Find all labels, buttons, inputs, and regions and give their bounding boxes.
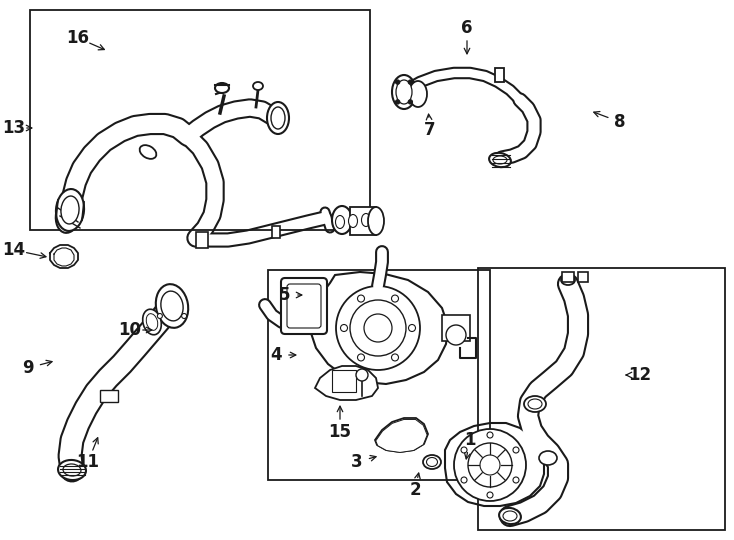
FancyBboxPatch shape [287, 284, 321, 328]
Circle shape [336, 286, 420, 370]
Text: 7: 7 [424, 121, 436, 139]
Circle shape [391, 354, 399, 361]
Circle shape [157, 314, 162, 319]
Bar [442, 315, 470, 341]
Ellipse shape [561, 275, 575, 285]
Text: 13: 13 [2, 119, 26, 137]
Ellipse shape [499, 508, 521, 524]
Ellipse shape [423, 455, 441, 469]
Ellipse shape [215, 83, 229, 93]
Circle shape [396, 100, 399, 104]
Circle shape [364, 314, 392, 342]
Bar [578, 272, 588, 282]
Bar [478, 268, 725, 530]
Circle shape [357, 354, 365, 361]
Ellipse shape [493, 156, 507, 164]
Ellipse shape [409, 81, 427, 107]
Circle shape [468, 443, 512, 487]
Text: 2: 2 [409, 481, 421, 499]
Circle shape [350, 300, 406, 356]
Ellipse shape [56, 189, 84, 231]
Circle shape [408, 100, 413, 104]
Bar [562, 272, 574, 282]
Ellipse shape [489, 153, 511, 167]
Polygon shape [376, 420, 427, 453]
Text: 9: 9 [22, 359, 34, 377]
Text: 14: 14 [2, 241, 26, 259]
Bar [268, 270, 490, 480]
Ellipse shape [271, 107, 285, 129]
Circle shape [446, 325, 466, 345]
Text: 3: 3 [351, 453, 363, 471]
Text: 8: 8 [614, 113, 626, 131]
Polygon shape [375, 418, 428, 452]
Circle shape [341, 325, 347, 332]
Circle shape [461, 447, 467, 453]
Ellipse shape [61, 196, 79, 224]
Circle shape [357, 295, 365, 302]
Polygon shape [196, 232, 208, 248]
Text: 12: 12 [628, 366, 652, 384]
Circle shape [461, 477, 467, 483]
Ellipse shape [346, 211, 360, 231]
Ellipse shape [396, 80, 412, 104]
Ellipse shape [539, 451, 557, 465]
Circle shape [480, 455, 500, 475]
Bar [100, 390, 118, 402]
Ellipse shape [503, 511, 517, 521]
Circle shape [181, 314, 186, 319]
Text: 10: 10 [118, 321, 142, 339]
Polygon shape [315, 366, 378, 400]
Ellipse shape [161, 291, 184, 321]
FancyBboxPatch shape [281, 278, 327, 334]
Ellipse shape [349, 214, 357, 227]
Circle shape [391, 295, 399, 302]
Polygon shape [495, 68, 504, 82]
Circle shape [408, 80, 413, 84]
Text: 5: 5 [279, 286, 291, 304]
Polygon shape [272, 226, 280, 238]
Bar [332, 370, 356, 392]
Ellipse shape [142, 309, 161, 335]
Text: 4: 4 [270, 346, 282, 364]
Ellipse shape [156, 284, 188, 328]
Circle shape [513, 447, 519, 453]
Polygon shape [310, 272, 448, 384]
Bar [350, 207, 376, 235]
Ellipse shape [362, 213, 371, 226]
Text: 11: 11 [76, 453, 100, 471]
Circle shape [356, 369, 368, 381]
Circle shape [454, 429, 526, 501]
Ellipse shape [63, 464, 81, 476]
Ellipse shape [58, 460, 86, 480]
Ellipse shape [426, 457, 437, 467]
Text: 6: 6 [461, 19, 473, 37]
Ellipse shape [528, 399, 542, 409]
Text: 16: 16 [67, 29, 90, 47]
Ellipse shape [335, 215, 344, 228]
Text: 1: 1 [464, 431, 476, 449]
Ellipse shape [267, 102, 289, 134]
Ellipse shape [253, 82, 263, 90]
Bar [30, 10, 370, 230]
Ellipse shape [139, 145, 156, 159]
Polygon shape [445, 423, 544, 506]
Ellipse shape [332, 206, 352, 234]
Ellipse shape [333, 212, 347, 232]
Ellipse shape [524, 396, 546, 412]
Circle shape [487, 492, 493, 498]
Circle shape [396, 80, 399, 84]
Ellipse shape [368, 207, 384, 235]
Ellipse shape [56, 197, 80, 233]
Ellipse shape [359, 210, 373, 230]
Text: 15: 15 [329, 423, 352, 441]
Circle shape [487, 432, 493, 438]
Ellipse shape [146, 314, 158, 330]
Circle shape [409, 325, 415, 332]
Circle shape [513, 477, 519, 483]
Ellipse shape [392, 75, 416, 109]
